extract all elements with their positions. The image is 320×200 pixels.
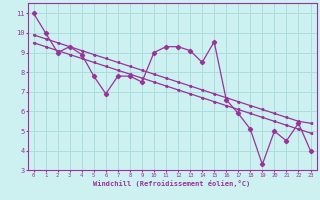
X-axis label: Windchill (Refroidissement éolien,°C): Windchill (Refroidissement éolien,°C) xyxy=(93,180,251,187)
